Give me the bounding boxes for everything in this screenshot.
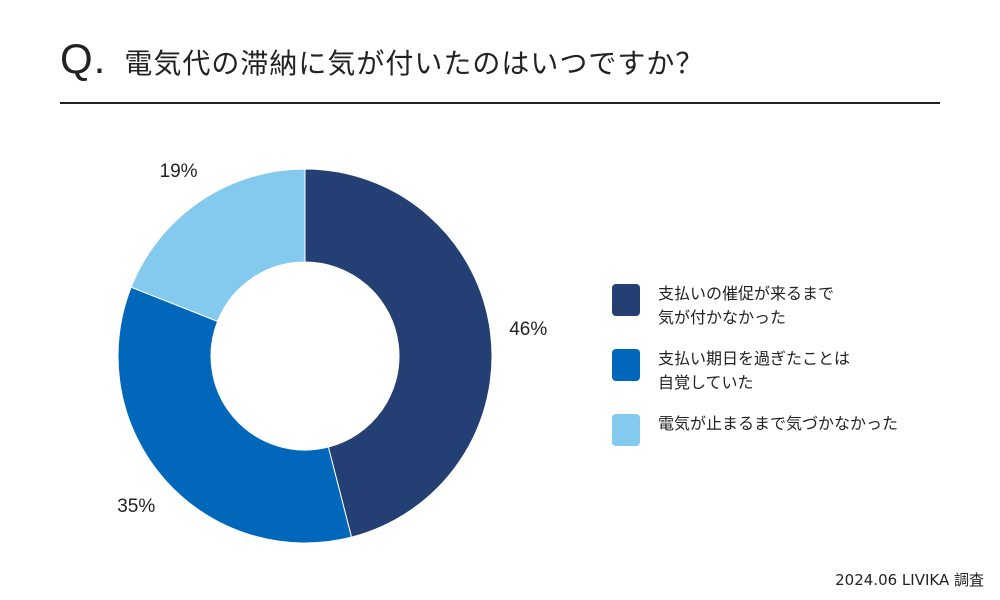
donut-slice-2 bbox=[117, 286, 353, 544]
legend-label-1: 支払いの催促が来るまで 気が付かなかった bbox=[658, 284, 835, 327]
percent-label-1: 46% bbox=[509, 319, 547, 340]
question-text: 電気代の滞納に気が付いたのはいつですか？ bbox=[124, 47, 705, 80]
donut-slice-3 bbox=[130, 168, 306, 323]
legend-item-3: 電気が止まるまで気づかなかった bbox=[612, 412, 952, 446]
question-title: Q. 電気代の滞納に気が付いたのはいつですか？ bbox=[60, 38, 704, 80]
percent-label-3: 19% bbox=[160, 161, 198, 182]
question-prefix: Q. bbox=[60, 35, 107, 82]
percent-label-2: 35% bbox=[117, 496, 155, 517]
legend-swatch-3 bbox=[612, 414, 640, 446]
donut-slices bbox=[117, 168, 493, 544]
percent-labels: 46% 35% 19% bbox=[117, 161, 547, 517]
legend-item-2: 支払い期日を過ぎたことは 自覚していた bbox=[612, 347, 952, 395]
survey-source: 2024.06 LIVIKA 調査 bbox=[835, 571, 984, 589]
legend-label-3: 電気が止まるまで気づかなかった bbox=[658, 414, 899, 433]
title-divider bbox=[60, 102, 940, 104]
donut-slice-1 bbox=[304, 168, 493, 538]
legend-item-1: 支払いの催促が来るまで 気が付かなかった bbox=[612, 282, 952, 330]
legend-label-2: 支払い期日を過ぎたことは 自覚していた bbox=[658, 349, 851, 392]
chart-legend: 支払いの催促が来るまで 気が付かなかった 支払い期日を過ぎたことは 自覚していた電… bbox=[612, 282, 952, 463]
legend-swatch-1 bbox=[612, 284, 640, 316]
legend-swatch-2 bbox=[612, 349, 640, 381]
